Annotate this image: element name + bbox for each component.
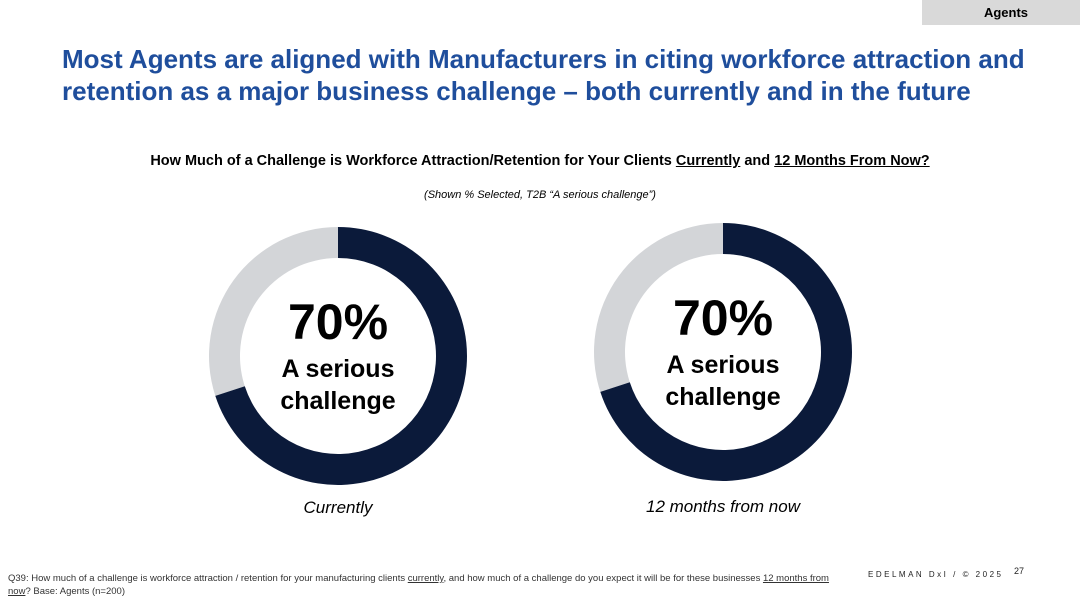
donut-category-label: A serious challenge	[665, 349, 780, 413]
donut-center-12-months: 70% A serious challenge	[593, 222, 853, 482]
donut-chart-currently: 70% A serious challenge	[208, 226, 468, 486]
chart-title-and: and	[740, 153, 775, 169]
footnote-text: Q39: How much of a challenge is workforc…	[8, 573, 408, 584]
footnote: Q39: How much of a challenge is workforc…	[8, 572, 838, 598]
donut-category-line1: A serious	[281, 355, 395, 383]
footnote-text-2: , and how much of a challenge do you exp…	[443, 573, 763, 584]
donut-segment-remainder	[208, 227, 338, 396]
chart-title: How Much of a Challenge is Workforce Att…	[150, 152, 930, 170]
footnote-12-months: 12 months from now	[8, 573, 829, 597]
chart-title-text: How Much of a Challenge is Workforce Att…	[150, 153, 676, 169]
donut-caption-currently: Currently	[303, 498, 373, 517]
chart-title-currently: Currently	[675, 153, 741, 169]
footnote-base: ? Base: Agents (n=200)	[25, 586, 125, 597]
footnote-currently: currently	[407, 573, 444, 584]
donut-segment-remainder	[594, 223, 723, 392]
brand-footer: EDELMAN DxI / © 2025	[868, 570, 1004, 579]
donut-caption-12-months: 12 months from now	[645, 497, 800, 516]
donut-category-line1: A serious	[666, 351, 780, 379]
chart-title-12-months: 12 Months From Now?	[774, 153, 930, 169]
donut-chart-12-months: 70% A serious challenge	[593, 222, 853, 482]
donut-category-line2: challenge	[665, 383, 781, 411]
donut-category-label: A serious challenge	[280, 353, 395, 417]
slide-headline: Most Agents are aligned with Manufacture…	[62, 44, 1025, 106]
audience-tag-label: Agents	[983, 5, 1029, 20]
donut-value-label: 70%	[672, 290, 774, 346]
donut-svg-12-months	[594, 223, 852, 481]
audience-tag: Agents	[922, 0, 1080, 25]
donut-value-label: 70%	[287, 294, 389, 350]
donut-center-currently: 70% A serious challenge	[208, 226, 468, 486]
donut-svg-currently	[208, 227, 468, 485]
page-number: 27	[1014, 566, 1025, 576]
donut-category-line2: challenge	[280, 387, 396, 415]
chart-subtitle: (Shown % Selected, T2B “A serious challe…	[424, 189, 656, 201]
